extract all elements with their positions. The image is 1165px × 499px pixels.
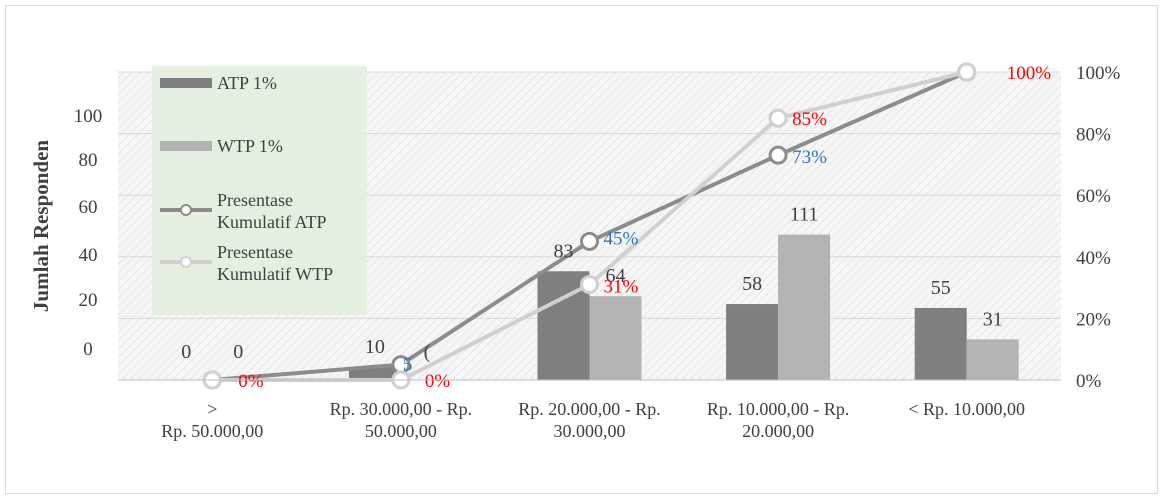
- y-axis-tick-label: 0: [83, 339, 93, 360]
- wtp-percent-label: 100%: [1007, 63, 1051, 84]
- atp-percent-label: 73%: [792, 147, 827, 168]
- bars: [348, 234, 1019, 380]
- legend-label: WTP 1%: [217, 136, 283, 156]
- x-axis-category-label: 30.000,00: [554, 421, 626, 441]
- atp-percent-label: 5: [403, 355, 413, 376]
- y2-axis-tick-label: 100%: [1076, 63, 1121, 84]
- legend-label: Presentase: [217, 242, 293, 262]
- x-axis-category-label: Rp. 50.000,00: [161, 421, 263, 441]
- bar-value-label: 10: [365, 336, 385, 358]
- legend-swatch-marker: [180, 204, 192, 216]
- y-axis-tick-label: 20: [79, 290, 98, 311]
- bar-atp: [914, 307, 967, 380]
- legend-swatch: [160, 141, 212, 151]
- bar-value-label: 58: [742, 273, 762, 295]
- wtp-percent-label: 85%: [792, 109, 827, 130]
- x-axis-category-label: < Rp. 10.000,00: [908, 399, 1025, 419]
- y2-axis-tick-label: 80%: [1076, 125, 1111, 146]
- bar-value-label: 55: [931, 277, 951, 299]
- legend-swatch: [160, 78, 212, 88]
- legend-swatch-marker: [180, 256, 192, 268]
- bar-value-label: 0: [181, 341, 191, 363]
- wtp-percent-label: 0%: [238, 371, 263, 392]
- x-axis-category-label: >: [207, 399, 217, 419]
- y-axis-tick-label: 40: [79, 245, 98, 266]
- y2-axis-tick-label: 0%: [1076, 371, 1102, 392]
- line-marker: [580, 275, 599, 295]
- line-marker: [957, 62, 977, 82]
- x-axis-category-label: Rp. 10.000,00 - Rp.: [707, 399, 850, 419]
- wtp-percent-label: 31%: [604, 277, 639, 298]
- y-axis-tick-label: 60: [79, 197, 98, 218]
- data-labels: 0 10 83 58 55 0 (64 111 31 5 45% 73% 0% 0% 31% 85% 100%: [181, 63, 1051, 392]
- legend-label: Presentase: [217, 190, 293, 210]
- x-axis-category-label: 50.000,00: [365, 421, 437, 441]
- line-marker: [580, 231, 599, 251]
- bar-wtp: [589, 296, 642, 380]
- bar-value-label: 83: [554, 240, 574, 262]
- bar-atp: [726, 304, 779, 380]
- bar-value-label: 0: [233, 341, 243, 363]
- x-axis-category-label: Rp. 20.000,00 - Rp.: [518, 399, 661, 419]
- bar-value-label: (: [424, 341, 431, 363]
- bar-value-label: 31: [983, 308, 1003, 330]
- legend-label: ATP 1%: [217, 73, 277, 93]
- bar-atp: [348, 366, 401, 380]
- y-axis-title: Jumlah Responden: [29, 140, 53, 312]
- y-axis-tick-label: 100: [74, 106, 103, 127]
- wtp-percent-label: 0%: [425, 371, 451, 392]
- y-axis-tick-label: 80: [79, 150, 98, 171]
- line-marker: [768, 145, 788, 165]
- y2-axis-tick-label: 40%: [1076, 248, 1111, 269]
- bar-value-label: 64: [606, 265, 626, 287]
- line-marker: [768, 108, 788, 128]
- atp-percent-label: 45%: [604, 228, 639, 249]
- y2-axis-tick-label: 60%: [1076, 186, 1111, 207]
- bar-value-label: 111: [790, 204, 819, 226]
- x-axis-category-label: 20.000,00: [742, 421, 814, 441]
- legend-box: [152, 66, 367, 315]
- y2-axis-tick-label: 20%: [1076, 309, 1111, 330]
- bar-wtp: [778, 234, 831, 380]
- legend-label: Kumulatif ATP: [217, 212, 327, 232]
- legend-label: Kumulatif WTP: [217, 264, 333, 284]
- x-axis-category-label: Rp. 30.000,00 - Rp.: [330, 399, 473, 419]
- bar-wtp: [966, 339, 1019, 380]
